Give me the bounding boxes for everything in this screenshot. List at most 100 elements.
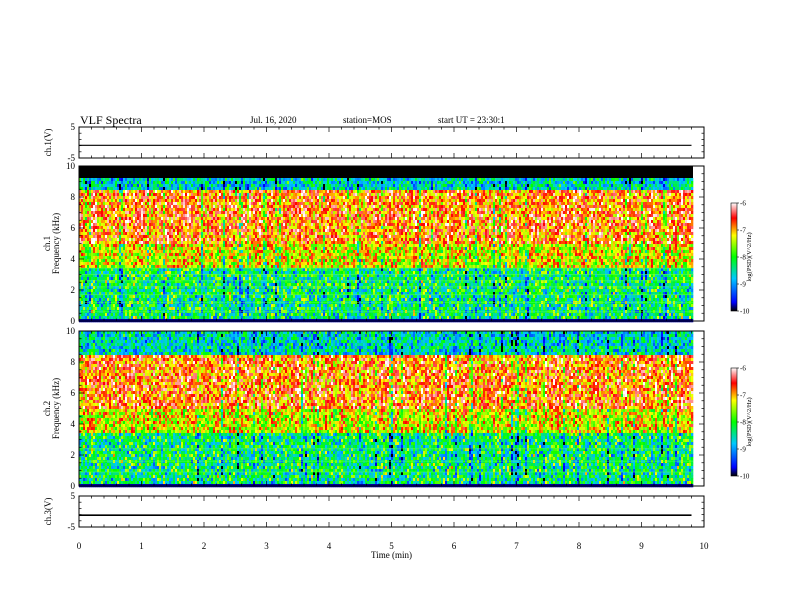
spectrogram-cell [145,184,147,187]
spectrogram-cell [123,307,125,310]
spectrogram-cell [113,307,115,310]
spectrogram-cell [117,289,119,292]
spectrogram-cell [211,193,213,196]
spectrogram-cell [245,214,247,217]
spectrogram-cell [145,208,147,211]
spectrogram-cell [197,259,199,262]
spectrogram-cell [181,184,183,187]
spectrogram-cell [151,202,153,205]
spectrogram-cell [171,247,173,250]
spectrogram-cell [137,253,139,256]
spectrogram-cell [89,184,91,187]
spectrogram-cell [277,229,279,232]
spectrogram-cell [279,229,281,232]
spectrogram-cell [129,190,131,193]
spectrogram-cell [157,256,159,259]
spectrogram-cell [123,196,125,199]
spectrogram-cell [153,271,155,274]
spectrogram-cell [209,238,211,241]
spectrogram-cell [269,226,271,229]
spectrogram-cell [137,271,139,274]
spectrogram-cell [205,217,207,220]
spectrogram-cell [143,217,145,220]
spectrogram-cell [275,181,277,184]
spectrogram-cell [163,247,165,250]
spectrogram-cell [257,304,259,307]
spectrogram-cell [209,181,211,184]
spectrogram-cell [145,217,147,220]
spectrogram-cell [223,271,225,274]
spectrogram-cell [119,238,121,241]
spectrogram-cell [191,262,193,265]
spectrogram-cell [137,313,139,316]
spectrogram-cell [263,253,265,256]
spectrogram-cell [149,178,151,181]
spectrogram-cell [107,283,109,286]
spectrogram-cell [125,244,127,247]
spectrogram-cell [233,295,235,298]
spectrogram-cell [271,250,273,253]
spectrogram-cell [175,304,177,307]
spectrogram-cell [279,208,281,211]
spectrogram-cell [117,190,119,193]
spectrogram-cell [117,193,119,196]
spectrogram-cell [255,202,257,205]
spectrogram-cell [255,307,257,310]
spectrogram-cell [153,199,155,202]
spectrogram-cell [255,208,257,211]
spectrogram-cell [123,262,125,265]
spectrogram-cell [225,241,227,244]
spectrogram-cell [239,211,241,214]
spectrogram-cell [163,196,165,199]
spectrogram-cell [255,217,257,220]
spectrogram-cell [271,196,273,199]
spectrogram-cell [183,235,185,238]
spectrogram-cell [269,241,271,244]
spectrogram-cell [215,226,217,229]
spectrogram-cell [93,223,95,226]
spectrogram-cell [149,181,151,184]
spectrogram-cell [117,304,119,307]
spectrogram-cell [109,289,111,292]
spectrogram-cell [225,316,227,319]
spectrogram-cell [267,262,269,265]
spectrogram-cell [209,253,211,256]
spectrogram-cell [235,202,237,205]
spectrogram-cell [105,196,107,199]
spectrogram-cell [121,229,123,232]
spectrogram-cell [237,193,239,196]
spectrogram-cell [93,190,95,193]
spectrogram-cell [215,304,217,307]
spectrogram-cell [209,214,211,217]
spectrogram-cell [119,196,121,199]
spectrogram-cell [143,208,145,211]
spectrogram-cell [151,259,153,262]
spectrogram-cell [171,199,173,202]
spectrogram-cell [147,208,149,211]
spectrogram-cell [161,298,163,301]
spectrogram-cell [187,289,189,292]
spectrogram-cell [237,205,239,208]
spectrogram-cell [271,283,273,286]
spectrogram-cell [207,247,209,250]
spectrogram-cell [175,241,177,244]
spectrogram-cell [195,259,197,262]
spectrogram-cell [211,199,213,202]
spectrogram-cell [229,313,231,316]
spectrogram-cell [221,289,223,292]
spectrogram-cell [257,271,259,274]
spectrogram-cell [235,214,237,217]
spectrogram-cell [179,262,181,265]
spectrogram-cell [165,208,167,211]
spectrogram-cell [101,205,103,208]
spectrogram-cell [91,238,93,241]
spectrogram-cell [211,262,213,265]
spectrogram-cell [277,202,279,205]
spectrogram-cell [245,193,247,196]
spectrogram-cell [151,277,153,280]
spectrogram-cell [161,316,163,319]
spectrogram-cell [247,184,249,187]
spectrogram-cell [249,316,251,319]
spectrogram-cell [181,208,183,211]
spectrogram-cell [217,295,219,298]
